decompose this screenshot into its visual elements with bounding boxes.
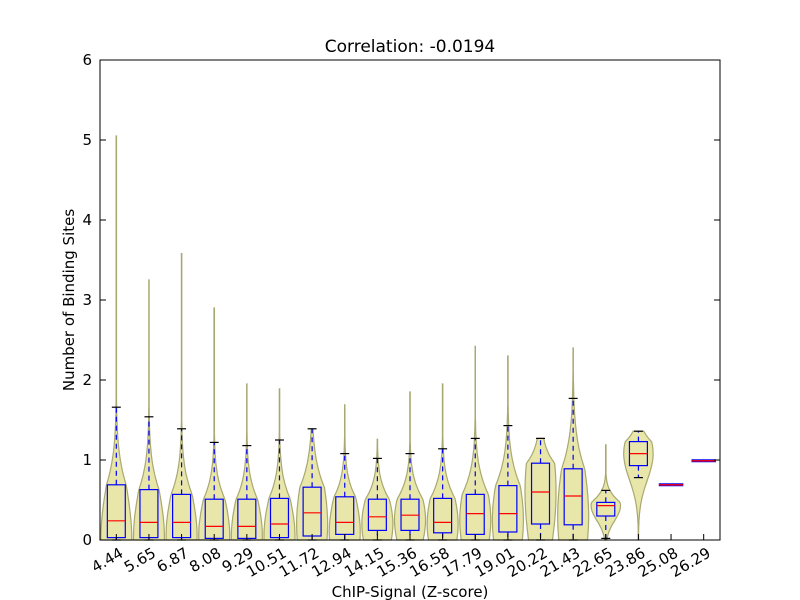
y-tick-label: 1 <box>82 451 92 469</box>
iqr-box <box>563 468 583 526</box>
violin-shape <box>623 430 654 541</box>
violin-shape <box>132 279 165 541</box>
y-tick-label: 5 <box>82 131 92 149</box>
violin-group <box>524 437 557 541</box>
violin-shape <box>557 347 590 541</box>
iqr-box <box>498 485 518 533</box>
violin-group <box>459 345 492 541</box>
y-tick-label: 2 <box>82 371 92 389</box>
violin-group <box>132 279 165 541</box>
y-tick-label: 3 <box>82 291 92 309</box>
chart-title: Correlation: -0.0194 <box>325 37 496 57</box>
y-tick-label: 6 <box>82 51 92 69</box>
iqr-box <box>530 462 551 525</box>
iqr-box <box>367 498 387 532</box>
y-axis: 0 1 2 3 4 5 6 <box>82 51 720 549</box>
y-tick-label: 0 <box>82 531 92 549</box>
x-axis: 4.445.656.878.089.2910.5111.7212.9414.15… <box>88 534 714 581</box>
violin-group <box>361 438 394 541</box>
iqr-box <box>433 497 453 534</box>
violin-shape <box>165 253 198 541</box>
violin-group <box>393 391 427 541</box>
violin-group <box>230 383 263 541</box>
violin-group <box>198 307 231 541</box>
violin-group <box>165 253 198 541</box>
violin-shape <box>459 345 492 541</box>
violin-group <box>491 355 524 541</box>
violin-group <box>296 428 329 541</box>
violin-group <box>590 444 622 541</box>
y-tick-label: 4 <box>82 211 92 229</box>
x-axis-label: ChIP-Signal (Z-score) <box>332 583 489 600</box>
violin-group <box>557 347 590 541</box>
violin-shape <box>198 307 231 541</box>
violin-shape <box>100 135 133 541</box>
violin-group <box>100 135 133 541</box>
violin-shape <box>263 388 296 541</box>
violin-group <box>328 404 361 541</box>
violin-group <box>623 430 654 541</box>
violin-group <box>263 388 296 541</box>
y-axis-label: Number of Binding Sites <box>60 209 78 391</box>
iqr-box <box>596 501 616 517</box>
violin-group <box>426 383 459 541</box>
violin-shape <box>328 404 361 541</box>
plot-area <box>100 135 716 541</box>
violin-shape <box>393 391 427 541</box>
